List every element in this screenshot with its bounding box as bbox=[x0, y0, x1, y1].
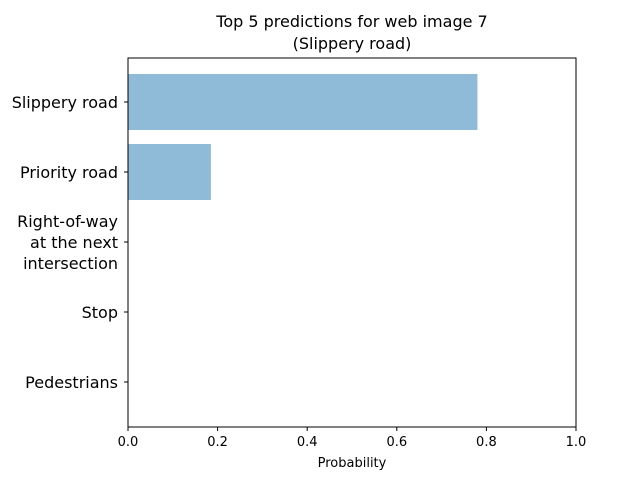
y-tick-label: Slippery road bbox=[12, 93, 118, 112]
y-tick-label: Stop bbox=[82, 303, 118, 322]
x-tick-label: 1.0 bbox=[566, 435, 587, 450]
x-tick-label: 0.0 bbox=[118, 435, 139, 450]
plot-frame bbox=[127, 57, 577, 428]
bars-layer bbox=[128, 74, 478, 200]
x-tick-label: 0.6 bbox=[386, 435, 407, 450]
y-tick-label: Priority road bbox=[20, 163, 118, 182]
x-axis-label: Probability bbox=[318, 456, 387, 471]
y-ticks: Slippery road Priority road Right-of-way at… bbox=[12, 93, 128, 392]
chart-title-line-2: (Slippery road) bbox=[292, 34, 412, 53]
bar bbox=[128, 74, 478, 130]
y-tick-label: Right-of-way bbox=[17, 212, 118, 231]
x-tick-label: 0.2 bbox=[207, 435, 228, 450]
x-tick-label: 0.8 bbox=[476, 435, 497, 450]
x-ticks: 0.0 0.2 0.4 0.6 0.8 1.0 bbox=[118, 427, 587, 450]
y-tick-label: Pedestrians bbox=[25, 373, 118, 392]
y-tick-label: at the next bbox=[30, 233, 118, 252]
chart-title-line-1: Top 5 predictions for web image 7 bbox=[216, 12, 488, 31]
x-tick-label: 0.4 bbox=[297, 435, 318, 450]
bar bbox=[128, 144, 211, 200]
y-tick-label: intersection bbox=[23, 254, 118, 273]
